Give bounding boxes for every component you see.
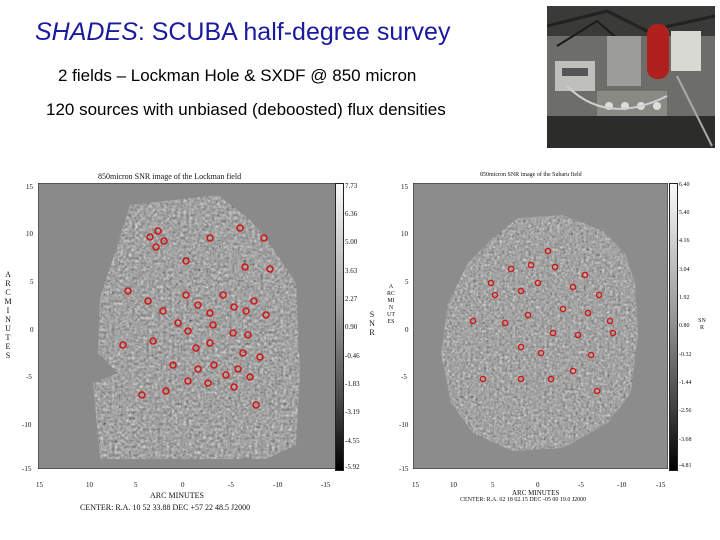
left-cbar-tick: 7.73 [345,182,358,190]
left-cbar-tick: -3.19 [345,408,360,416]
right-snr-map [413,183,668,469]
right-cbar-tick: 0.80 [679,323,690,329]
right-source-markers [469,247,617,395]
right-x-tick: 10 [450,481,457,489]
right-map-title: 850micron SNR image of the Subaru field [480,172,582,178]
left-cbar-tick: -5.92 [345,463,360,471]
left-x-tick: -10 [273,481,283,489]
right-cbar-tick: -1.44 [679,380,692,386]
right-cbar-tick: 6.40 [679,182,690,188]
right-y-tick: 10 [401,230,408,238]
right-cbar-tick: -3.68 [679,437,692,443]
right-colorbar-label: SNR [698,318,706,331]
left-cbar-tick: 2.27 [345,295,358,303]
slide-title: SHADES: SCUBA half-degree survey [35,18,450,47]
scuba-instrument-photo [547,6,715,148]
left-y-tick: 0 [30,326,34,334]
left-cbar-tick: -1.83 [345,380,360,388]
right-x-tick: -5 [578,481,584,489]
left-cbar-tick: -0.46 [345,352,360,360]
right-y-tick: -15 [399,465,409,473]
title-rest: : SCUBA half-degree survey [137,18,451,46]
right-cbar-tick: -0.32 [679,352,692,358]
left-snr-map [38,183,338,469]
left-x-tick: 0 [181,481,185,489]
right-x-axis-label: ARC MINUTES [512,489,560,497]
left-x-tick: 5 [134,481,138,489]
left-source-markers [119,224,274,409]
subtitle-sources: 120 sources with unbiased (deboosted) fl… [46,100,446,119]
right-x-tick: 0 [536,481,540,489]
title-italic: SHADES [35,18,138,46]
right-cbar-tick: -2.56 [679,408,692,414]
subtitle-fields: 2 fields – Lockman Hole & SXDF @ 850 mic… [58,66,417,85]
right-cbar-tick: 3.04 [679,267,690,273]
left-y-tick: -15 [22,465,32,473]
right-x-tick: -15 [656,481,666,489]
left-cbar-tick: 3.63 [345,267,358,275]
left-colorbar [335,183,344,471]
left-cbar-tick: 6.36 [345,210,358,218]
left-x-tick: 15 [36,481,43,489]
right-x-tick: -10 [617,481,627,489]
right-x-tick: 5 [491,481,495,489]
left-y-tick: 5 [30,278,34,286]
right-y-tick: -10 [399,421,409,429]
right-cbar-tick: -4.81 [679,463,692,469]
right-y-tick: 5 [405,278,409,286]
left-x-tick: -15 [321,481,331,489]
left-colorbar-label: SNR [369,310,375,337]
right-y-tick: 15 [401,183,408,191]
left-y-tick: 15 [26,183,33,191]
left-y-tick: -5 [26,373,32,381]
right-y-tick: 0 [405,326,409,334]
left-x-tick: -5 [228,481,234,489]
left-map-title: 850micron SNR image of the Lockman field [98,172,242,181]
right-y-tick: -5 [401,373,407,381]
right-colorbar [669,183,678,471]
right-center-coords: CENTER: R.A. 02 18 02.15 DEC -05 00 19.0… [460,497,587,503]
right-y-axis-label: ARC MINUTES [387,284,396,325]
right-cbar-tick: 1.92 [679,295,690,301]
left-y-tick: 10 [26,230,33,238]
left-y-axis-label: ARC MINUTES [4,270,12,360]
left-x-axis-label: ARC MINUTES [150,491,205,500]
left-x-tick: 10 [86,481,93,489]
left-y-tick: -10 [22,421,32,429]
right-x-tick: 15 [412,481,419,489]
left-center-coords: CENTER: R.A. 10 52 33.88 DEC +57 22 48.5… [80,503,251,512]
left-cbar-tick: -4.55 [345,437,360,445]
right-cbar-tick: 5.40 [679,210,690,216]
right-cbar-tick: 4.16 [679,238,690,244]
left-cbar-tick: 5.00 [345,238,358,246]
left-cbar-tick: 0.90 [345,323,358,331]
